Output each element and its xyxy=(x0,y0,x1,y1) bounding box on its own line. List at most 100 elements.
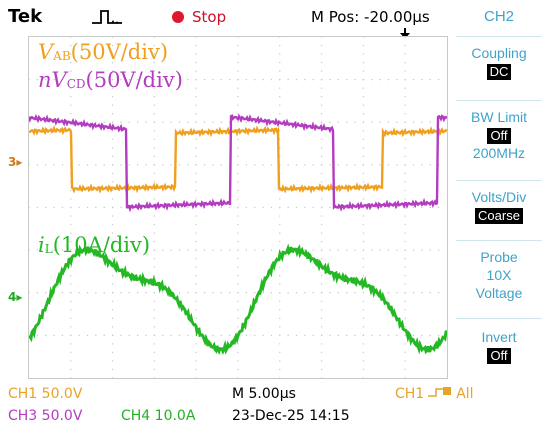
graticule-dot xyxy=(337,78,340,81)
graticule-dot xyxy=(136,292,139,294)
graticule-dot xyxy=(254,206,256,209)
graticule-dot xyxy=(153,113,156,115)
graticule-dot xyxy=(212,78,214,81)
graticule-dot xyxy=(245,164,248,166)
graticule-dot xyxy=(312,249,314,251)
graticule-dot xyxy=(237,360,239,362)
menu-coupling-button[interactable]: Coupling DC xyxy=(452,44,546,80)
graticule-dot xyxy=(237,95,239,98)
graticule-dot xyxy=(70,113,72,115)
graticule-dot xyxy=(404,78,406,81)
graticule-dot xyxy=(412,334,415,337)
ch3-marker-label: 3 xyxy=(8,155,17,169)
vab-label: VAB(50V/div) xyxy=(38,40,168,64)
graticule-dot xyxy=(45,78,47,81)
graticule-dot xyxy=(287,78,289,81)
graticule-dot xyxy=(345,78,348,81)
graticule-dot xyxy=(95,292,97,294)
graticule-dot xyxy=(404,215,406,217)
graticule-dot xyxy=(320,309,323,311)
invert-value: Off xyxy=(487,348,511,364)
graticule-dot xyxy=(53,164,55,166)
graticule-dot xyxy=(237,181,239,183)
graticule-dot xyxy=(36,206,39,209)
graticule-dot xyxy=(320,206,323,209)
graticule-dot xyxy=(195,37,197,38)
graticule-dot xyxy=(70,206,72,209)
graticule-dot xyxy=(228,206,231,209)
graticule-dot xyxy=(111,343,114,345)
graticule-dot xyxy=(404,326,406,328)
graticule-dot xyxy=(195,275,197,277)
graticule-dot xyxy=(295,206,298,209)
menu-bw-limit-button[interactable]: BW Limit Off 200MHz xyxy=(452,108,546,162)
graticule-dot xyxy=(237,53,239,55)
graticule-dot xyxy=(320,121,323,123)
graticule-dot xyxy=(412,292,415,294)
top-status-bar: Tek Stop M Pos: -20.00µs xyxy=(0,0,448,39)
graticule-dot xyxy=(345,292,348,294)
graticule-dot xyxy=(111,206,114,209)
graticule-dot xyxy=(78,334,80,337)
graticule-dot xyxy=(396,78,398,81)
graticule-dot xyxy=(337,121,340,123)
graticule-dot xyxy=(153,130,156,132)
graticule-dot xyxy=(404,70,406,72)
graticule-dot xyxy=(279,317,281,320)
graticule-dot xyxy=(237,368,239,371)
graticule-dot xyxy=(178,164,181,166)
graticule-dot xyxy=(320,317,323,320)
graticule-dot xyxy=(371,249,373,251)
waveform-display[interactable] xyxy=(28,36,448,379)
graticule-dot xyxy=(187,164,189,166)
graticule-dot xyxy=(421,206,423,209)
graticule-dot xyxy=(153,300,156,302)
graticule-dot xyxy=(320,78,323,81)
graticule-dot xyxy=(429,249,431,251)
graticule-dot xyxy=(195,240,197,243)
graticule-dot xyxy=(329,121,331,123)
graticule-dot xyxy=(195,181,197,183)
graticule-dot xyxy=(212,164,214,166)
graticule-dot xyxy=(103,164,105,166)
graticule-dot xyxy=(162,292,164,294)
ch4-ground-marker[interactable]: 4▸ xyxy=(8,290,22,304)
probe-label: Probe xyxy=(480,249,518,265)
volts-div-value: Coarse xyxy=(475,208,523,224)
graticule-dot xyxy=(111,292,114,294)
graticule-dot xyxy=(279,95,281,98)
graticule-dot xyxy=(70,198,72,200)
graticule-dot xyxy=(354,249,356,251)
graticule-dot xyxy=(404,44,406,47)
graticule-dot xyxy=(111,275,114,277)
il-trace xyxy=(29,243,447,356)
graticule-dot xyxy=(45,249,47,251)
graticule-dot xyxy=(362,351,365,354)
graticule-dot xyxy=(371,164,373,166)
menu-volts-div-button[interactable]: Volts/Div Coarse xyxy=(452,188,546,224)
graticule-dot xyxy=(195,266,197,268)
graticule-dot xyxy=(195,70,197,72)
graticule-dot xyxy=(53,334,55,337)
menu-invert-button[interactable]: Invert Off xyxy=(452,328,546,364)
graticule-dot xyxy=(136,334,139,337)
run-stop-status[interactable]: Stop xyxy=(172,8,226,26)
ch3-ground-marker[interactable]: 3▸ xyxy=(8,155,22,169)
graticule-dot xyxy=(270,292,273,294)
graticule-dot xyxy=(170,78,172,81)
graticule-dot xyxy=(195,360,197,362)
graticule-dot xyxy=(111,53,114,55)
graticule-dot xyxy=(287,206,289,209)
graticule-dot xyxy=(103,121,105,123)
graticule-dot xyxy=(404,283,406,285)
menu-probe-button[interactable]: Probe 10X Voltage xyxy=(452,248,546,302)
graticule-dot xyxy=(396,164,398,166)
graticule-dot xyxy=(379,121,381,123)
graticule-dot xyxy=(212,206,214,209)
graticule-dot xyxy=(320,61,323,64)
graticule-dot xyxy=(203,78,206,81)
graticule-dot xyxy=(237,37,239,38)
graticule-dot xyxy=(145,292,147,294)
graticule-dot xyxy=(195,377,197,378)
graticule-dot xyxy=(362,181,365,183)
